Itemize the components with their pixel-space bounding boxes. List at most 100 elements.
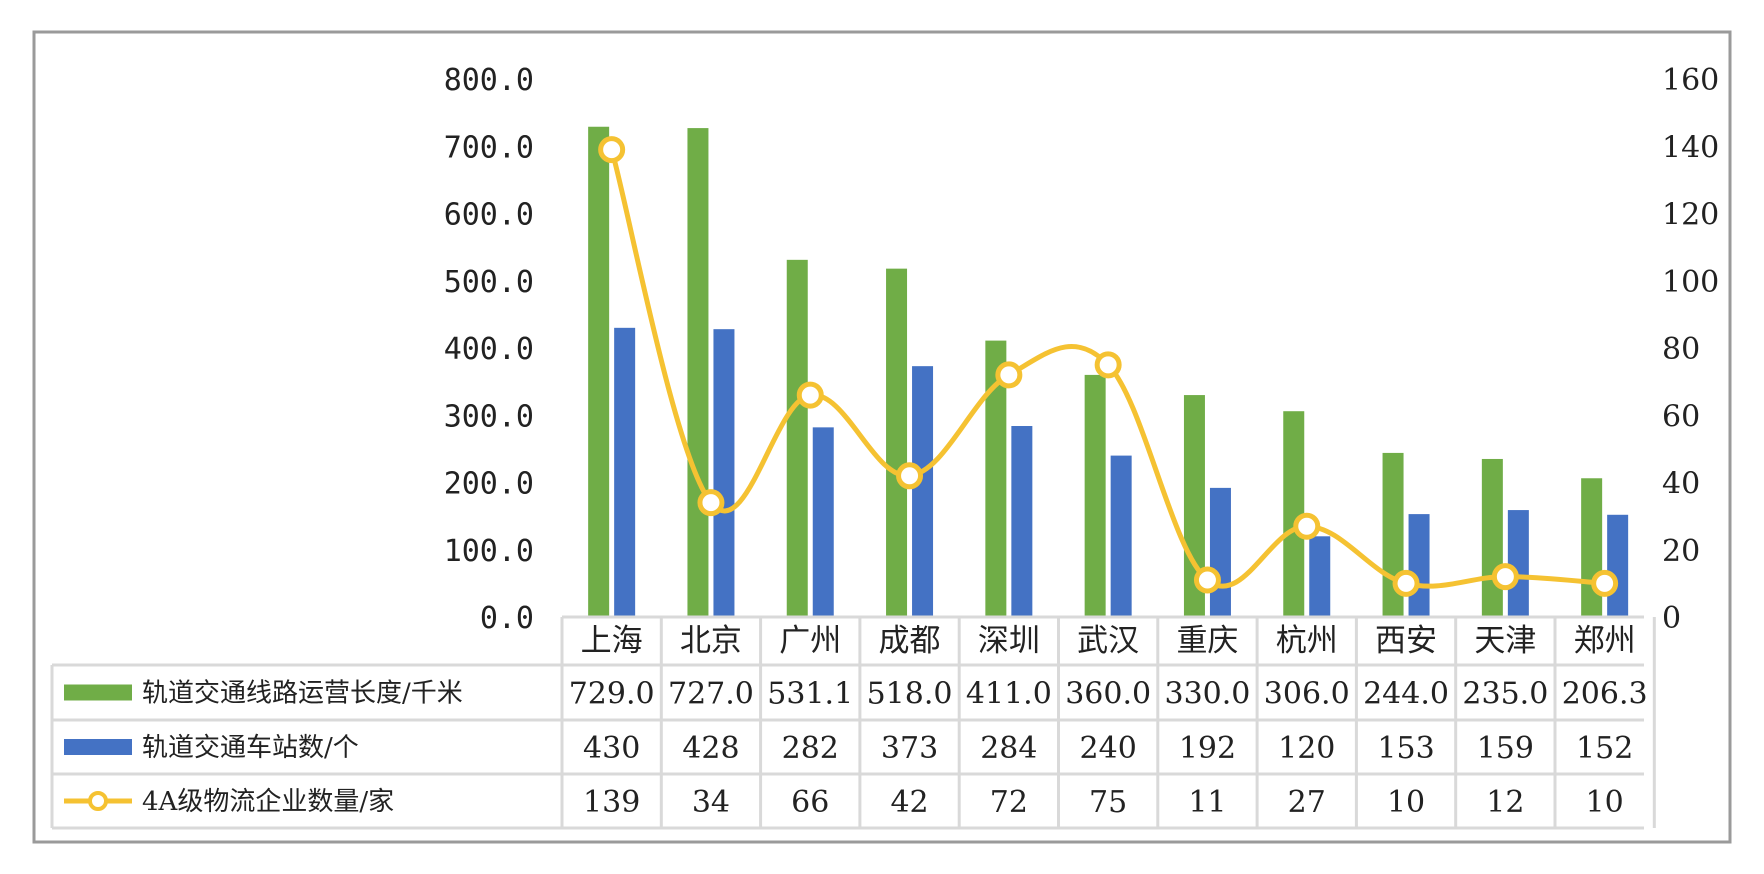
table-cell: 11 [1188, 785, 1226, 820]
y-left-tick-label: 100.0 [444, 534, 534, 569]
y-left-tick-label: 200.0 [444, 467, 534, 502]
table-cell: 159 [1477, 731, 1534, 766]
bar-green [1581, 478, 1603, 617]
bar-green [886, 268, 908, 617]
line-marker [1491, 563, 1519, 591]
bar-blue [1607, 514, 1629, 617]
line-marker [995, 361, 1023, 389]
y-right-tick-label: 160 [1662, 63, 1719, 98]
y-left-tick-label: 700.0 [444, 130, 534, 165]
table-cell: 727.0 [668, 677, 754, 712]
line-marker [1094, 351, 1122, 379]
table-cell: 531.1 [767, 677, 853, 712]
category-label: 杭州 [1276, 623, 1338, 659]
bar-blue [1309, 536, 1331, 617]
category-label: 广州 [779, 623, 841, 659]
y-right-tick-label: 80 [1662, 332, 1700, 367]
table-cell: 729.0 [569, 677, 655, 712]
y-right-tick-label: 100 [1662, 265, 1719, 300]
data-table: 上海 北京 广州 成都 深圳 武汉 重庆 杭州 西安 天津 郑州轨道交通线路运营长度/千米轨道交通车… [50, 615, 1656, 830]
bar-green [985, 340, 1007, 617]
legend-key-marker [88, 791, 108, 811]
table-cell: 373 [881, 731, 938, 766]
bar-green [588, 126, 610, 617]
y-right-tick-label: 40 [1662, 467, 1700, 502]
y-left-tick-label: 800.0 [444, 63, 534, 98]
bar-blue [713, 329, 735, 617]
table-cell: 306.0 [1264, 677, 1350, 712]
table-cell: 430 [583, 731, 640, 766]
table-cell: 192 [1179, 731, 1236, 766]
legend-key-blue [64, 739, 132, 755]
table-cell: 518.0 [867, 677, 953, 712]
table-cell: 206.3 [1562, 677, 1648, 712]
table-cell: 411.0 [966, 677, 1052, 712]
table-cell: 282 [782, 731, 839, 766]
y-right-tick-label: 120 [1662, 198, 1719, 233]
category-label: 重庆 [1176, 623, 1238, 659]
legend-key-green [64, 684, 132, 701]
legend-label: 轨道交通线路运营长度/千米 [142, 679, 463, 709]
line-marker [1591, 569, 1619, 597]
line-marker [1193, 566, 1221, 594]
bar-blue [1110, 455, 1132, 617]
bar-green [786, 259, 808, 617]
table-cell: 240 [1080, 731, 1137, 766]
line-marker [796, 381, 824, 409]
y-right-tick-label: 0 [1662, 601, 1681, 636]
table-cell: 244.0 [1363, 677, 1449, 712]
table-cell: 360.0 [1065, 677, 1151, 712]
legend-label: 4A级物流企业数量/家 [142, 787, 394, 817]
bar-green [687, 128, 709, 617]
table-cell: 139 [583, 785, 640, 820]
bar-blue [1011, 426, 1033, 617]
table-cell: 153 [1377, 731, 1434, 766]
line-marker [1392, 569, 1420, 597]
table-cell: 120 [1278, 731, 1335, 766]
table-cell: 75 [1089, 785, 1127, 820]
bar-green [1084, 374, 1106, 617]
category-label: 天津 [1474, 623, 1536, 659]
table-cell: 428 [682, 731, 739, 766]
category-label: 成都 [879, 623, 941, 659]
table-cell: 10 [1586, 785, 1624, 820]
y-left-tick-label: 300.0 [444, 399, 534, 434]
table-cell: 330.0 [1165, 677, 1251, 712]
y-left-tick-label: 400.0 [444, 332, 534, 367]
category-label: 武汉 [1077, 623, 1139, 659]
category-label: 深圳 [978, 623, 1040, 659]
table-cell: 235.0 [1462, 677, 1548, 712]
table-cell: 34 [692, 785, 730, 820]
y-left-tick-label: 0.0 [480, 601, 534, 636]
table-cell: 10 [1387, 785, 1425, 820]
y-left-tick-label: 600.0 [444, 198, 534, 233]
legend-label: 轨道交通车站数/个 [142, 733, 359, 763]
bar-series [588, 126, 1629, 617]
line-marker [598, 136, 626, 164]
bar-blue [1408, 514, 1430, 617]
bar-blue [812, 427, 834, 617]
table-cell: 284 [980, 731, 1037, 766]
y-right-tick-label: 20 [1662, 534, 1700, 569]
bar-green [1481, 458, 1503, 617]
bar-green [1183, 395, 1205, 617]
line-marker [697, 489, 725, 517]
left-axis: 0.0 100.0 200.0 300.0 400.0 500.0 600.0 700.0 80… [444, 63, 534, 636]
chart-border [32, 30, 1732, 844]
y-right-tick-label: 140 [1662, 130, 1719, 165]
right-axis: 0 20 40 60 80 100 120 140 160 [1662, 63, 1719, 636]
line-series [598, 136, 1619, 597]
table-cell: 12 [1486, 785, 1524, 820]
table-cell: 42 [890, 785, 928, 820]
bar-blue [1209, 487, 1231, 617]
table-cell: 152 [1576, 731, 1633, 766]
line-marker [896, 462, 924, 490]
table-cell: 27 [1288, 785, 1326, 820]
bar-blue [1507, 510, 1529, 617]
category-label: 郑州 [1574, 623, 1636, 659]
table-cell: 66 [791, 785, 829, 820]
line-marker [1293, 512, 1321, 540]
category-label: 西安 [1375, 623, 1437, 659]
